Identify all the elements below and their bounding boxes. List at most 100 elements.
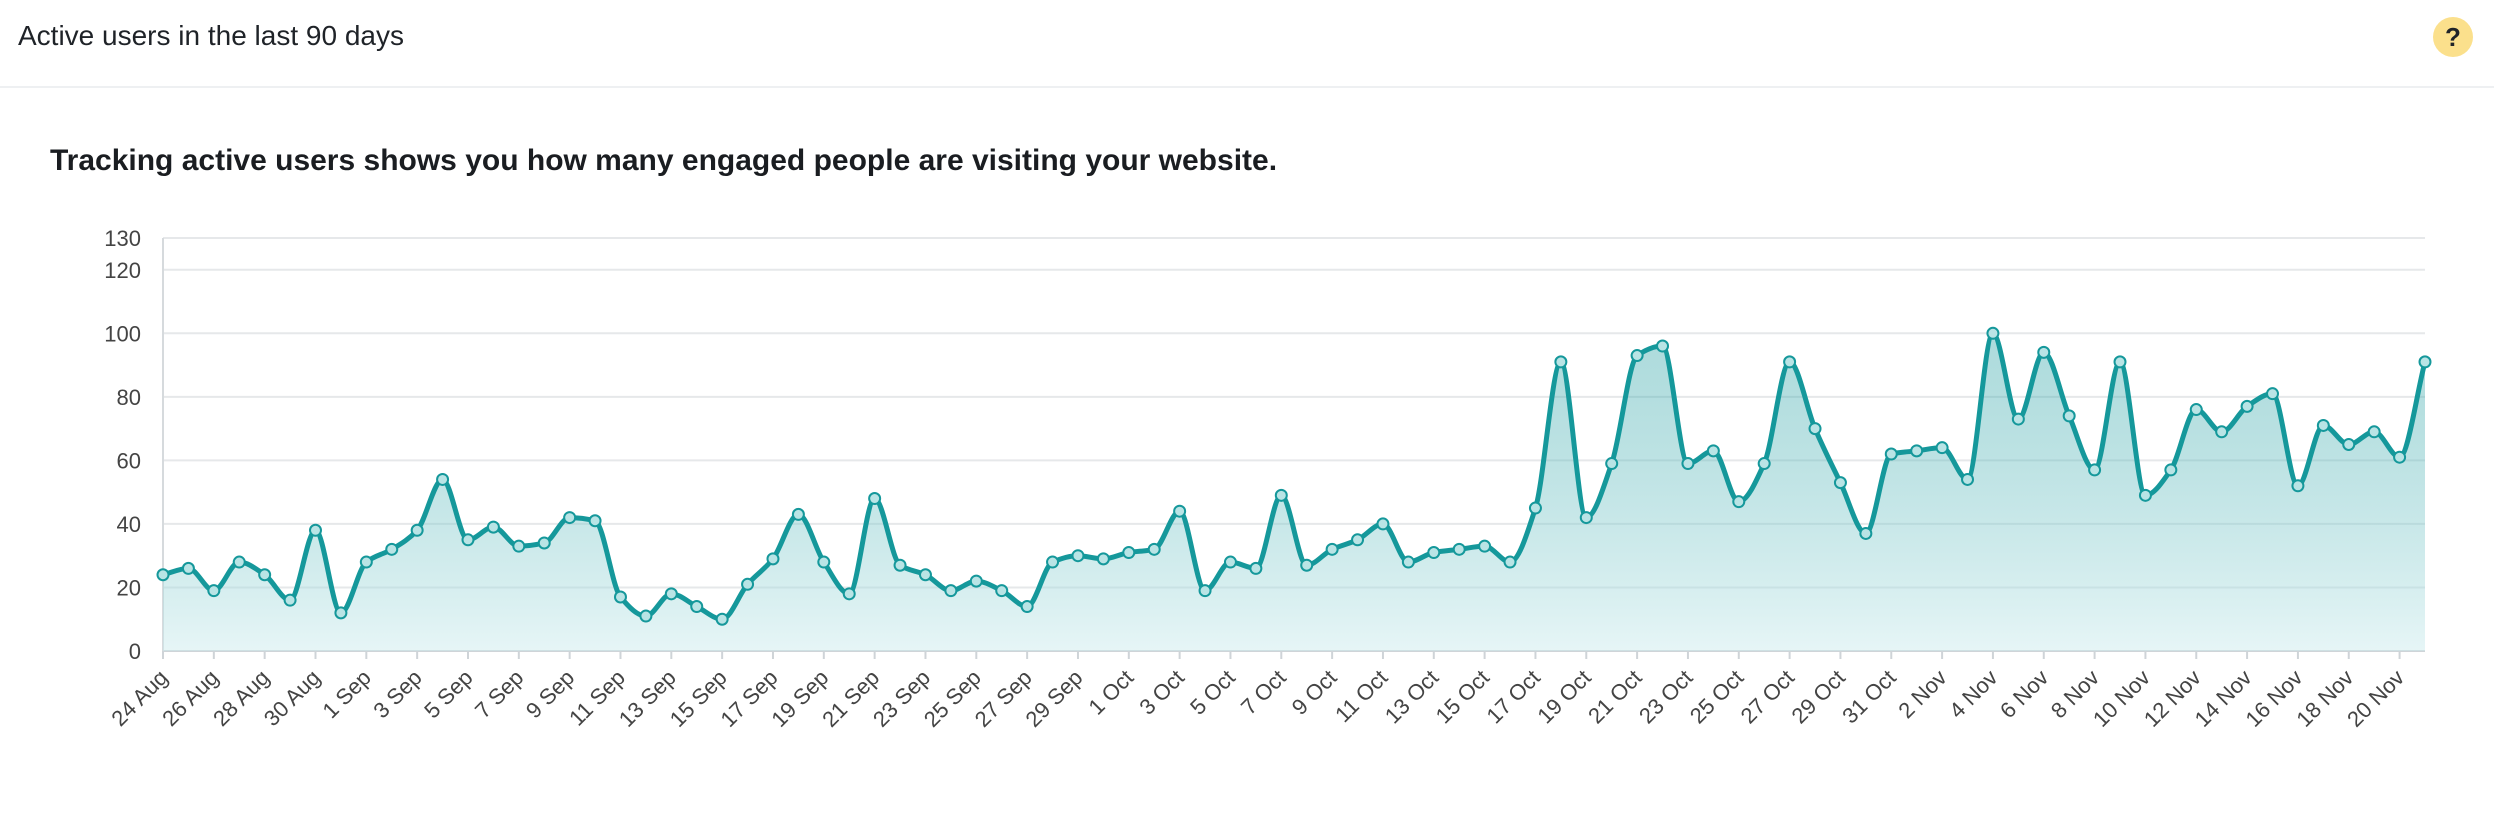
data-point[interactable] [563,511,577,525]
data-point[interactable] [283,593,297,607]
data-point[interactable] [613,590,627,604]
data-point[interactable] [512,539,526,553]
data-point[interactable] [232,555,246,569]
data-point[interactable] [2393,450,2407,464]
data-point[interactable] [2113,355,2127,369]
data-point[interactable] [1503,555,1517,569]
data-point[interactable] [537,536,551,550]
data-point[interactable] [1706,444,1720,458]
data-point[interactable] [944,584,958,598]
card-header: Active users in the last 90 days ? [0,0,2494,88]
data-point[interactable] [359,555,373,569]
data-point[interactable] [1325,542,1339,556]
data-point[interactable] [893,558,907,572]
data-point[interactable] [181,561,195,575]
data-point[interactable] [2088,463,2102,477]
data-point[interactable] [664,587,678,601]
data-point[interactable] [741,577,755,591]
data-point[interactable] [1884,447,1898,461]
data-point[interactable] [868,492,882,506]
data-point[interactable] [842,587,856,601]
data-point[interactable] [2189,403,2203,417]
data-point[interactable] [436,472,450,486]
data-point[interactable] [2316,418,2330,432]
data-point[interactable] [1808,422,1822,436]
data-point[interactable] [1020,600,1034,614]
data-point[interactable] [639,609,653,623]
data-point[interactable] [385,542,399,556]
x-tick-label: 30 Aug [259,665,325,731]
data-point[interactable] [1376,517,1390,531]
data-point[interactable] [1757,457,1771,471]
data-point[interactable] [2266,387,2280,401]
x-tick-label: 21 Sep [817,665,884,732]
data-point[interactable] [1046,555,1060,569]
data-point[interactable] [995,584,1009,598]
data-point[interactable] [308,523,322,537]
data-point[interactable] [1656,339,1670,353]
data-point[interactable] [2037,345,2051,359]
data-point[interactable] [1351,533,1365,547]
data-point[interactable] [1198,584,1212,598]
data-point[interactable] [1401,555,1415,569]
data-point[interactable] [1986,326,2000,340]
data-point[interactable] [1223,555,1237,569]
help-button[interactable]: ? [2433,17,2473,57]
data-point[interactable] [1554,355,1568,369]
data-point[interactable] [2011,412,2025,426]
data-point[interactable] [2215,425,2229,439]
data-point[interactable] [1427,546,1441,560]
data-point[interactable] [1630,349,1644,363]
x-tick-label: 11 Oct [1330,665,1392,727]
data-point[interactable] [588,514,602,528]
data-point[interactable] [1274,488,1288,502]
data-point[interactable] [715,612,729,626]
data-point[interactable] [690,600,704,614]
data-point[interactable] [1833,476,1847,490]
data-point[interactable] [791,507,805,521]
data-point[interactable] [1935,441,1949,455]
data-point[interactable] [1071,549,1085,563]
data-point[interactable] [1859,526,1873,540]
data-point[interactable] [1528,501,1542,515]
data-point[interactable] [1910,444,1924,458]
data-point[interactable] [1961,472,1975,486]
data-point[interactable] [2367,425,2381,439]
data-point[interactable] [2138,488,2152,502]
data-point[interactable] [1452,542,1466,556]
data-point[interactable] [258,568,272,582]
data-point[interactable] [1605,457,1619,471]
data-point[interactable] [2342,438,2356,451]
data-point[interactable] [918,568,932,582]
data-point[interactable] [207,584,221,598]
data-point[interactable] [486,520,500,534]
data-point[interactable] [969,574,983,588]
data-point[interactable] [410,523,424,537]
data-point[interactable] [1478,539,1492,553]
data-point[interactable] [2164,463,2178,477]
data-point[interactable] [2062,409,2076,423]
data-point[interactable] [1300,558,1314,572]
data-point[interactable] [2418,355,2432,369]
data-point[interactable] [1122,546,1136,560]
data-point[interactable] [1147,542,1161,556]
x-tick-label: 27 Sep [970,665,1037,732]
data-point[interactable] [334,606,348,620]
data-point[interactable] [1579,511,1593,525]
data-point[interactable] [156,568,170,582]
data-point[interactable] [1173,504,1187,518]
data-point[interactable] [2240,399,2254,413]
data-point[interactable] [817,555,831,569]
data-point[interactable] [1732,495,1746,509]
data-point[interactable] [1783,355,1797,369]
data-point[interactable] [461,533,475,547]
data-point[interactable] [766,552,780,566]
x-tick-label: 4 Nov [1944,665,2002,723]
x-tick-label: 5 Sep [419,665,477,723]
data-point[interactable] [1249,561,1263,575]
x-tick-label: 23 Sep [868,665,935,732]
x-tick-label: 10 Nov [2088,665,2155,732]
data-point[interactable] [2291,479,2305,493]
data-point[interactable] [1681,457,1695,471]
data-point[interactable] [1096,552,1110,566]
